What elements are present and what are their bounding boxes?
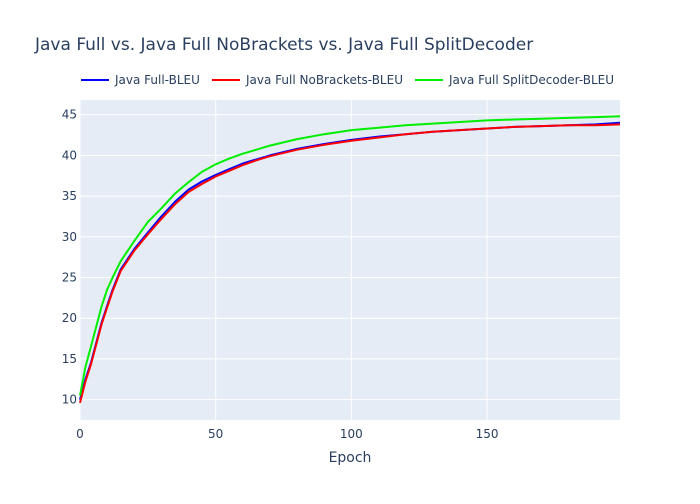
legend-label-2: Java Full NoBrackets-BLEU (245, 73, 403, 87)
y-tick-label: 30 (62, 230, 77, 244)
x-tick-label: 150 (476, 427, 499, 441)
legend-label-3: Java Full SplitDecoder-BLEU (448, 73, 614, 87)
x-tick-label: 100 (340, 427, 363, 441)
series-lines (79, 115, 621, 404)
legend-label-1: Java Full-BLEU (114, 73, 200, 87)
grid (79, 100, 620, 420)
y-tick-label: 40 (62, 148, 77, 162)
x-axis-label: Epoch (329, 450, 372, 466)
y-tick-label: 25 (62, 271, 77, 285)
chart-title: Java Full vs. Java Full NoBrackets vs. J… (34, 35, 533, 55)
x-axis-ticks: 0 50 100 150 (76, 427, 498, 441)
y-tick-label: 45 (62, 108, 77, 122)
x-tick-label: 50 (208, 427, 223, 441)
y-tick-label: 20 (62, 311, 77, 325)
y-tick-label: 15 (62, 352, 77, 366)
series-line-2 (79, 123, 621, 404)
y-axis-ticks: 10 15 20 25 30 35 40 45 (62, 108, 77, 407)
x-tick-label: 0 (76, 427, 84, 441)
y-tick-label: 35 (62, 189, 77, 203)
plot-area (80, 100, 620, 420)
legend: Java Full-BLEU Java Full NoBrackets-BLEU J… (81, 73, 614, 87)
series-line-3 (79, 115, 621, 396)
y-tick-label: 10 (62, 393, 77, 407)
